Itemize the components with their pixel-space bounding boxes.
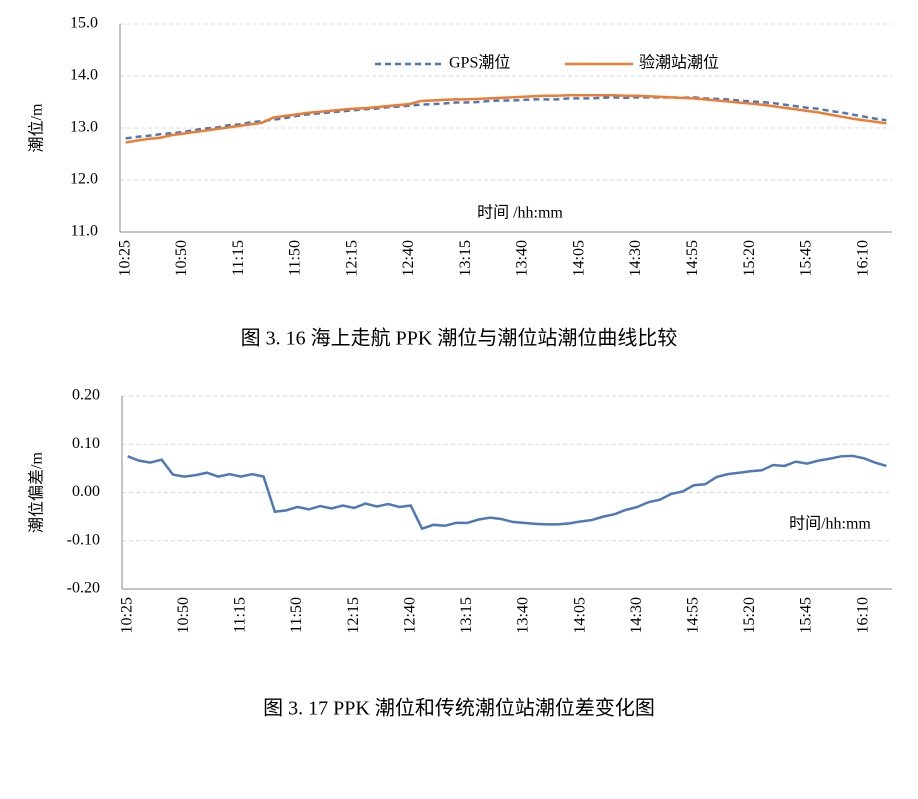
x-tick-label: 16:10 xyxy=(854,240,871,276)
x-tick-label: 15:45 xyxy=(798,597,815,633)
y-tick-label: 0.20 xyxy=(72,387,100,404)
x-tick-label: 10:25 xyxy=(118,597,135,633)
y-tick-label: 14.0 xyxy=(70,67,98,84)
x-tick-label: 14:30 xyxy=(627,240,644,276)
caption: 图 3. 17 PPK 潮位和传统潮位站潮位差变化图 xyxy=(263,697,655,720)
x-tick-label: 11:15 xyxy=(232,597,249,633)
x-tick-label: 13:15 xyxy=(458,597,475,633)
x-tick-label: 10:50 xyxy=(173,240,190,276)
y-tick-label: -0.10 xyxy=(67,531,100,548)
x-tick-label: 15:20 xyxy=(741,240,758,276)
x-tick-label: 12:15 xyxy=(345,597,362,633)
x-tick-label: 13:40 xyxy=(515,597,532,633)
x-tick-label: 12:40 xyxy=(401,597,418,633)
y-tick-label: 13.0 xyxy=(70,119,98,136)
data-line xyxy=(125,96,887,140)
y-tick-label: 11.0 xyxy=(71,223,98,240)
x-axis-label: 时间/hh:mm xyxy=(789,515,871,533)
x-tick-label: 14:05 xyxy=(571,597,588,633)
legend-label: 验潮站潮位 xyxy=(639,54,719,72)
x-tick-label: 12:40 xyxy=(400,240,417,276)
y-tick-label: 0.00 xyxy=(72,483,100,500)
x-tick-label: 10:25 xyxy=(116,240,133,276)
x-tick-label: 10:50 xyxy=(175,597,192,633)
x-tick-label: 16:10 xyxy=(854,597,871,633)
x-tick-label: 15:20 xyxy=(741,597,758,633)
y-tick-label: 15.0 xyxy=(70,15,98,32)
x-tick-label: 13:15 xyxy=(457,240,474,276)
legend-label: GPS潮位 xyxy=(449,54,510,72)
x-tick-label: 11:50 xyxy=(288,597,305,633)
data-line xyxy=(127,454,887,531)
x-tick-label: 12:15 xyxy=(343,240,360,276)
y-tick-label: 12.0 xyxy=(70,171,98,188)
data-line xyxy=(125,93,887,144)
x-tick-label: 13:40 xyxy=(514,240,531,276)
x-tick-label: 14:05 xyxy=(570,240,587,276)
x-tick-label: 15:45 xyxy=(798,240,815,276)
x-axis-label: 时间 /hh:mm xyxy=(477,204,563,222)
x-tick-label: 11:15 xyxy=(230,240,247,276)
x-tick-label: 11:50 xyxy=(287,240,304,276)
x-tick-label: 14:55 xyxy=(685,597,702,633)
y-tick-label: -0.20 xyxy=(67,580,100,597)
y-axis-label: 潮位/m xyxy=(28,103,46,152)
y-axis-label: 潮位偏差/m xyxy=(28,452,46,533)
x-tick-label: 14:55 xyxy=(684,240,701,276)
y-tick-label: 0.10 xyxy=(72,435,100,452)
caption: 图 3. 16 海上走航 PPK 潮位与潮位站潮位曲线比较 xyxy=(241,327,678,350)
x-tick-label: 14:30 xyxy=(628,597,645,633)
